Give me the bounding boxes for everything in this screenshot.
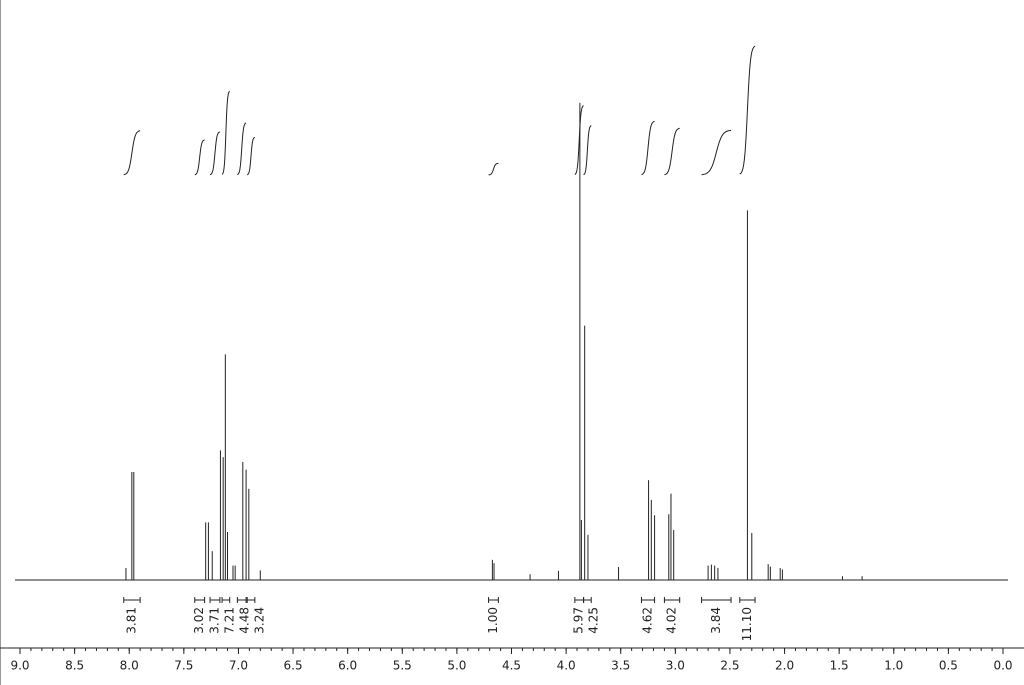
integral-label: 5.97: [572, 607, 586, 634]
x-tick-label: 5.0: [447, 659, 466, 673]
integral-label: 1.00: [486, 607, 500, 634]
integral-bracket: [236, 597, 247, 603]
integral-curve: [246, 136, 256, 176]
integral-bracket: [640, 597, 656, 603]
integral-curve: [209, 131, 221, 176]
integral-bracket: [123, 597, 141, 603]
integral-curve: [237, 122, 247, 176]
x-tick-label: 6.0: [338, 659, 357, 673]
integral-curve: [221, 90, 231, 175]
x-tick-label: 8.0: [120, 659, 139, 673]
integral-bracket: [663, 597, 681, 603]
x-tick-label: 5.5: [393, 659, 412, 673]
integral-label: 4.25: [587, 607, 601, 634]
integral-label: 4.02: [665, 607, 679, 634]
integral-bracket: [194, 597, 206, 603]
integral-bracket: [246, 597, 256, 603]
integral-curve: [641, 120, 655, 176]
integral-label: 11.10: [740, 607, 754, 641]
x-tick-label: 1.5: [830, 659, 849, 673]
integral-label: 3.84: [709, 607, 723, 634]
integral-bracket: [221, 597, 231, 603]
integral-bracket: [574, 597, 585, 603]
integral-label: 3.71: [207, 607, 221, 634]
integral-bracket: [739, 597, 756, 603]
integral-curve: [574, 105, 584, 175]
integral-bracket: [209, 597, 221, 603]
x-tick-label: 3.5: [611, 659, 630, 673]
integral-label: 3.02: [192, 607, 206, 634]
x-tick-label: 0.0: [993, 659, 1012, 673]
x-tick-label: 4.5: [502, 659, 521, 673]
x-tick-label: 3.0: [666, 659, 685, 673]
integral-label: 4.62: [641, 607, 655, 634]
x-tick-label: 8.5: [65, 659, 84, 673]
x-tick-label: 7.5: [174, 659, 193, 673]
integral-label: 3.24: [252, 607, 266, 634]
integral-label: 4.48: [237, 607, 251, 634]
integral-curve: [488, 162, 499, 176]
x-tick-label: 2.5: [720, 659, 739, 673]
integral-curve: [123, 130, 141, 176]
integral-curve: [664, 127, 680, 176]
x-tick-label: 1.0: [884, 659, 903, 673]
integral-bracket: [488, 597, 499, 603]
integral-bracket: [701, 597, 732, 603]
x-tick-label: 0.5: [939, 659, 958, 673]
integral-label: 3.81: [124, 607, 138, 634]
integral-curve: [194, 139, 205, 176]
x-tick-label: 2.0: [775, 659, 794, 673]
integral-curve: [739, 45, 756, 175]
integral-curve: [701, 129, 732, 176]
x-tick-label: 6.5: [284, 659, 303, 673]
x-tick-label: 7.0: [229, 659, 248, 673]
x-tick-label: 9.0: [10, 659, 29, 673]
x-tick-label: 4.0: [557, 659, 576, 673]
integral-bracket: [583, 597, 592, 603]
integral-label: 7.21: [222, 607, 236, 634]
integral-curve: [583, 125, 592, 176]
